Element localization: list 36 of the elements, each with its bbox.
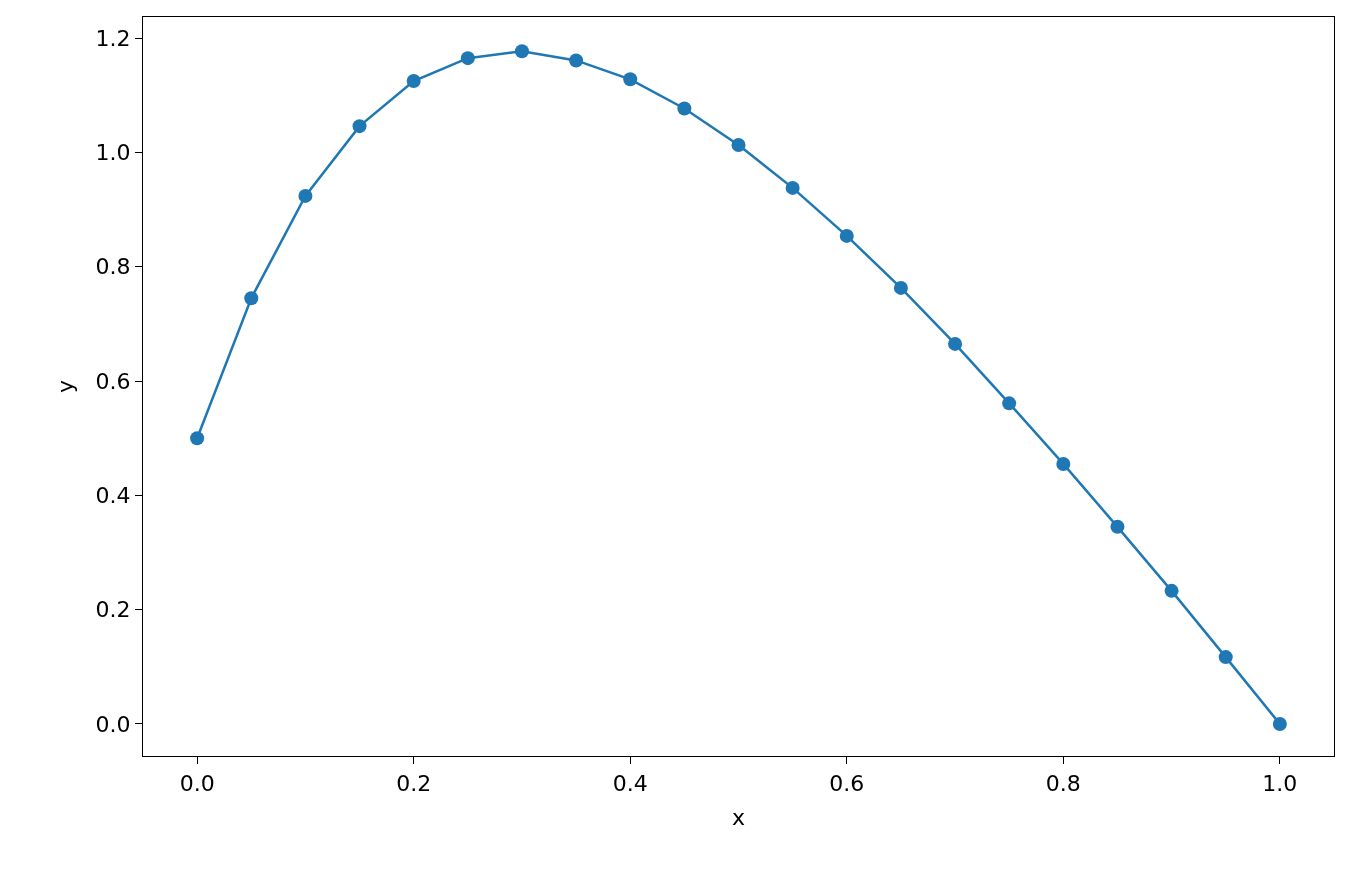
point xyxy=(839,228,854,243)
point xyxy=(1056,456,1071,471)
x-tick-label: 0.4 xyxy=(612,770,648,796)
y-tick-label: 0.2 xyxy=(95,597,131,623)
point xyxy=(785,180,800,195)
point xyxy=(298,188,313,203)
point xyxy=(1002,396,1017,411)
y-axis-title: y xyxy=(53,379,79,394)
point xyxy=(893,280,908,295)
point xyxy=(1110,519,1125,534)
x-tick-label: 0.0 xyxy=(179,770,215,796)
y-tick-label: 1.0 xyxy=(95,140,131,166)
y-tick-label: 0.4 xyxy=(95,483,131,509)
y-tick-label: 0.6 xyxy=(95,368,131,394)
point xyxy=(514,44,529,59)
point xyxy=(460,51,475,66)
point xyxy=(406,74,421,88)
y-tick-label: 0.8 xyxy=(95,254,131,280)
point xyxy=(190,431,205,446)
x-tick-label: 1.0 xyxy=(1262,770,1298,796)
point xyxy=(1272,716,1287,731)
point xyxy=(948,336,963,351)
x-tick-label: 0.6 xyxy=(829,770,865,796)
x-tick-label: 0.8 xyxy=(1045,770,1081,796)
x-tick-label: 0.2 xyxy=(396,770,432,796)
point xyxy=(569,53,584,68)
point xyxy=(244,291,259,306)
y-tick-label: 1.2 xyxy=(95,25,131,51)
point xyxy=(623,72,638,87)
y-tick-label: 0.0 xyxy=(95,711,131,737)
x-axis-title: x xyxy=(731,805,746,831)
point xyxy=(1164,583,1179,598)
point xyxy=(1218,650,1233,665)
point xyxy=(731,138,746,153)
point xyxy=(352,119,367,134)
point xyxy=(677,101,692,116)
